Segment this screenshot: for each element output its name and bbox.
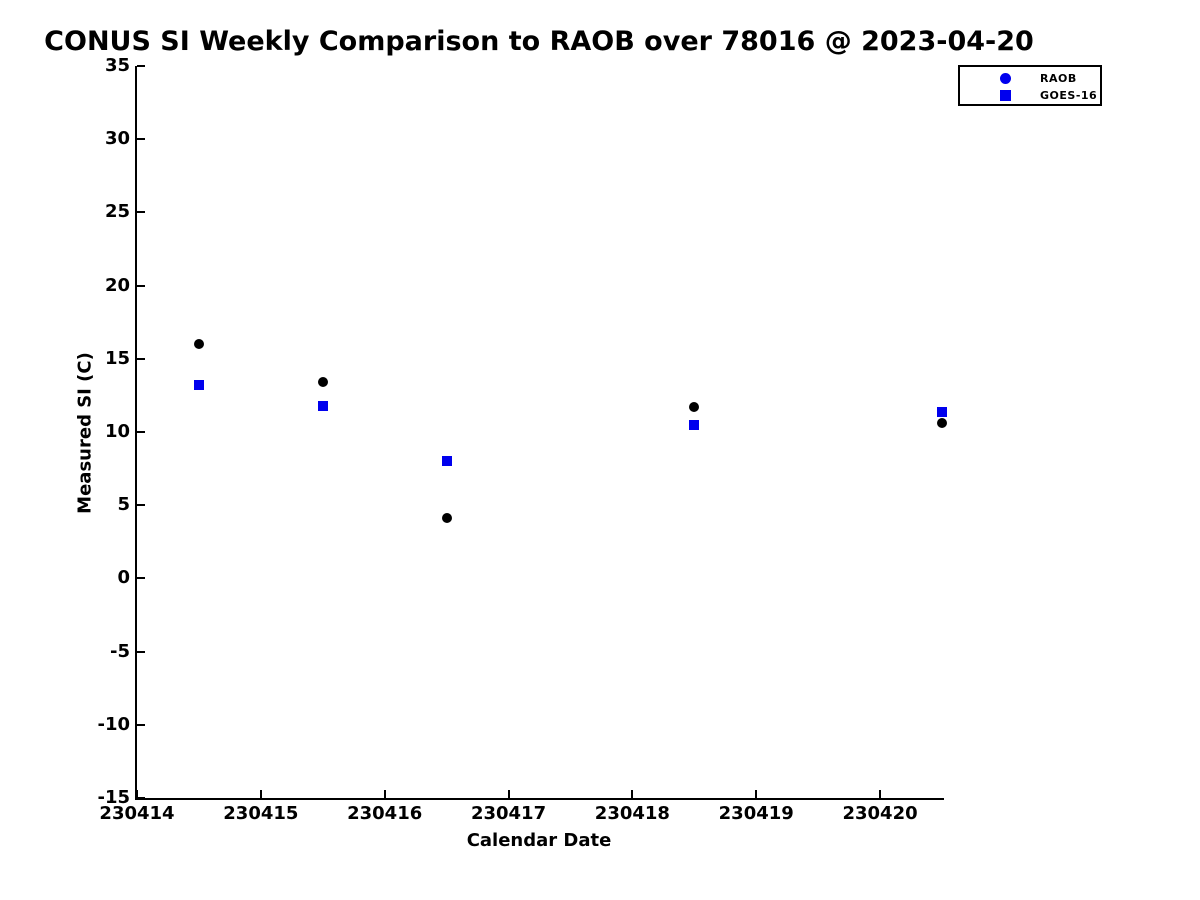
- y-tick-label: 35: [104, 55, 130, 76]
- x-tick-mark: [507, 790, 510, 798]
- plot-area: [135, 66, 944, 800]
- x-tick-label: 230415: [223, 803, 299, 824]
- raob-data-point: [441, 513, 452, 524]
- y-tick-mark: [137, 65, 145, 67]
- y-tick-mark: [137, 284, 145, 287]
- x-tick-mark: [631, 790, 634, 798]
- y-tick-label: 25: [104, 201, 130, 223]
- y-tick-mark: [137, 504, 145, 507]
- goes16-data-point: [193, 380, 204, 391]
- y-tick-label: 10: [104, 421, 130, 442]
- y-tick-mark: [137, 138, 145, 141]
- y-tick-label: 0: [117, 567, 130, 589]
- raob-data-point: [317, 377, 328, 388]
- x-tick-mark: [259, 790, 262, 798]
- x-tick-mark: [383, 790, 386, 798]
- y-tick-label: 5: [117, 494, 130, 516]
- x-tick-label: 230420: [842, 803, 918, 824]
- y-tick-mark: [137, 723, 145, 726]
- goes16-data-point: [937, 406, 947, 417]
- legend-item-raob: RAOB: [960, 70, 1100, 87]
- y-tick-mark: [137, 797, 145, 799]
- x-tick-label: 230418: [594, 803, 670, 824]
- y-tick-mark: [137, 650, 145, 653]
- chart-title: CONUS SI Weekly Comparison to RAOB over …: [44, 26, 1034, 57]
- raob-data-point: [193, 339, 204, 350]
- x-tick-label: 230414: [99, 803, 175, 824]
- y-tick-mark: [137, 211, 145, 214]
- y-tick-label: -15: [97, 787, 130, 808]
- x-tick-mark: [755, 790, 758, 798]
- x-tick-mark: [879, 790, 882, 798]
- y-tick-label: -5: [110, 640, 130, 662]
- legend: RAOB GOES-16: [958, 65, 1102, 106]
- x-tick-label: 230419: [718, 803, 794, 824]
- raob-data-point: [937, 418, 947, 429]
- y-tick-mark: [137, 357, 145, 360]
- y-tick-label: 20: [104, 274, 130, 296]
- x-axis-label: Calendar Date: [466, 830, 612, 851]
- y-tick-label: 15: [104, 347, 130, 369]
- x-tick-label: 230416: [347, 803, 423, 824]
- y-tick-label: 30: [104, 128, 130, 150]
- y-tick-mark: [137, 431, 145, 433]
- goes16-data-point: [317, 400, 328, 411]
- y-tick-mark: [137, 577, 145, 580]
- legend-label: RAOB: [1040, 72, 1077, 85]
- square-icon: [1000, 90, 1011, 101]
- circle-icon: [1000, 73, 1011, 84]
- x-tick-mark: [136, 790, 138, 798]
- y-tick-label: -10: [97, 713, 130, 735]
- legend-item-goes16: GOES-16: [960, 87, 1100, 104]
- x-tick-label: 230417: [470, 803, 547, 824]
- raob-data-point: [689, 402, 700, 413]
- goes16-data-point: [441, 456, 452, 467]
- goes16-data-point: [689, 419, 700, 430]
- legend-label: GOES-16: [1040, 89, 1098, 102]
